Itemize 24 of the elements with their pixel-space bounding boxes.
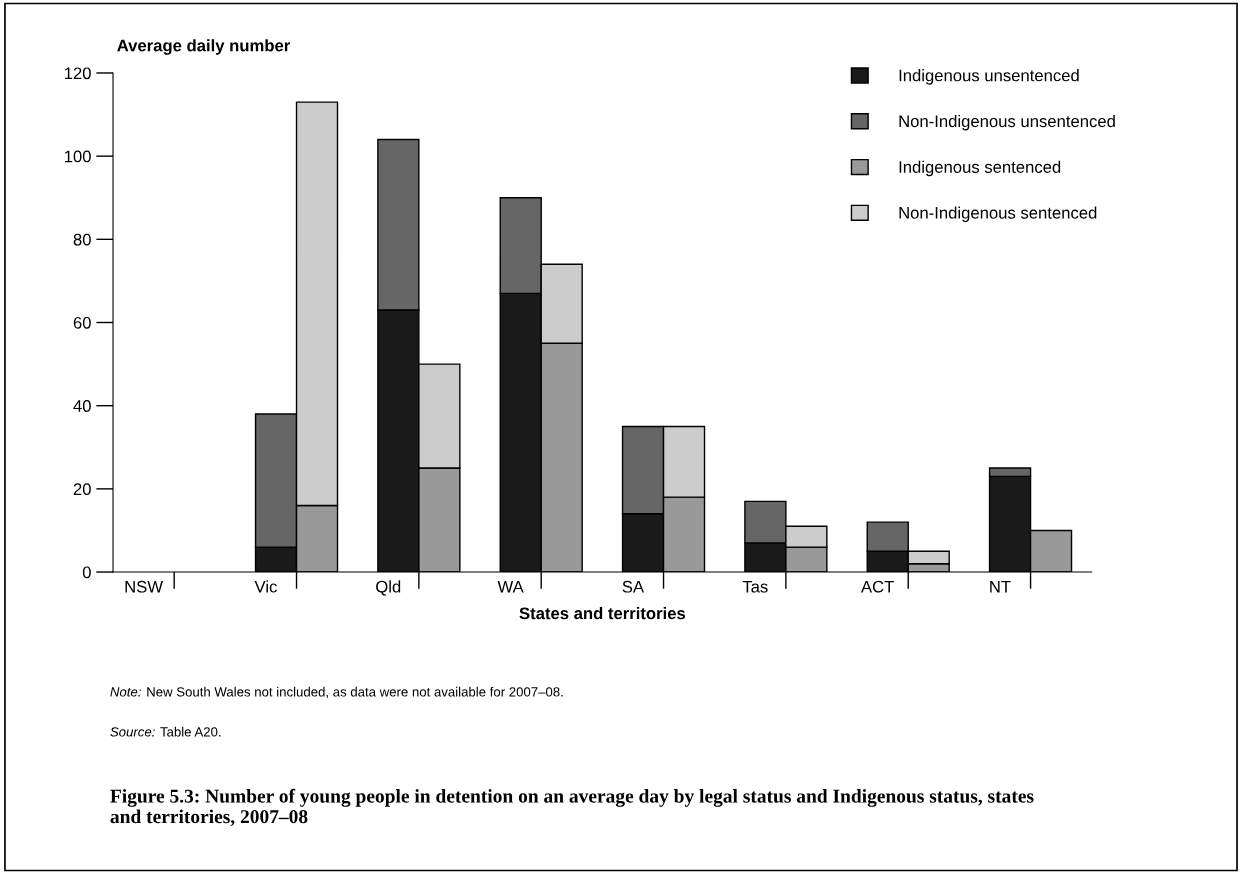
y-tick-label: 20 (73, 483, 91, 496)
y-tick-label: 60 (73, 316, 91, 329)
y-tick-label: 0 (82, 566, 91, 579)
x-tick-label: Vic (254, 580, 277, 593)
text: Figure 5.3: Number of young people in detention on an average day by legal status and Indigenous status, states and territories, 2007–08 (110, 788, 1034, 827)
x-tick-label: Qld (376, 580, 401, 596)
x-tick-label: Tas (742, 580, 768, 593)
y-tick-label: 120 (64, 67, 91, 80)
legend-label: Indigenous unsentenced (899, 69, 1079, 85)
x-tick-label: ACT (861, 580, 894, 593)
x-axis-title: States and territories (519, 607, 686, 620)
text: Note: New South Wales not included, as data were not available for 2007–08. (110, 686, 563, 699)
x-tick-label: SA (622, 580, 645, 593)
y-axis-title: Average daily number (117, 39, 291, 55)
x-tick-label: NT (990, 580, 1011, 593)
x-tick-label: NSW (125, 580, 163, 593)
y-tick-label: 100 (64, 150, 91, 163)
legend-label: Indigenous sentenced (899, 160, 1061, 177)
y-tick-label: 40 (73, 400, 91, 412)
x-tick-label: WA (497, 580, 524, 593)
source-note: Source: Table A20. (110, 726, 221, 737)
legend-label: Non-Indigenous unsentenced (899, 114, 1115, 131)
y-tick-label: 80 (73, 233, 91, 246)
legend-label: Non-Indigenous sentenced (899, 206, 1097, 223)
